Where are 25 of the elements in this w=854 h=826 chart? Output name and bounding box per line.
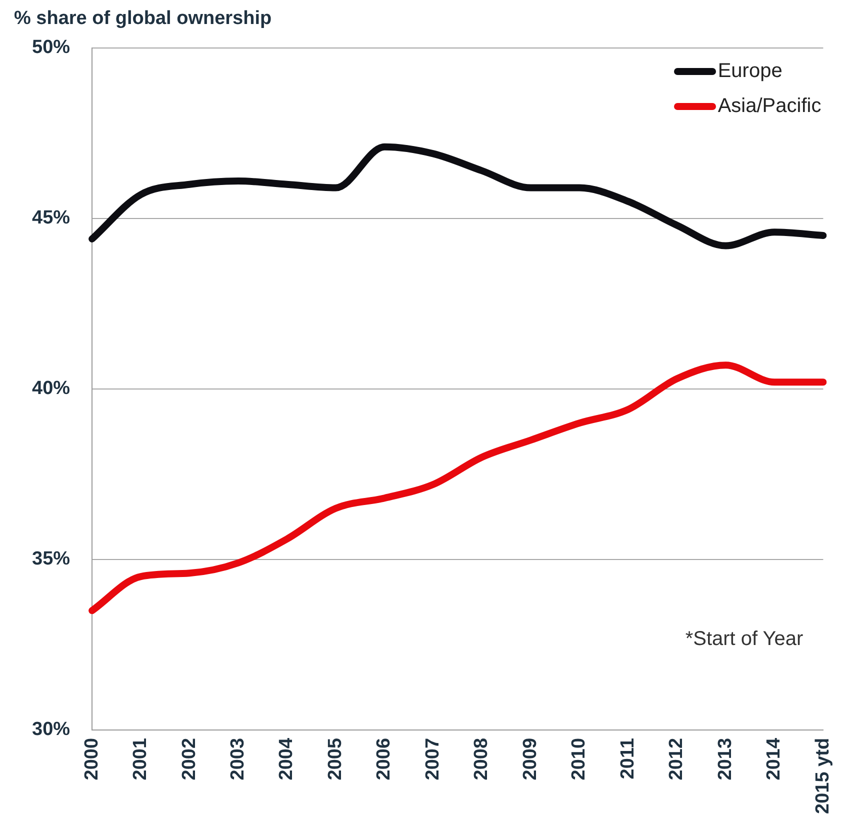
- x-tick-label: 2004: [276, 738, 298, 780]
- y-tick-label: 50%: [32, 37, 70, 58]
- y-tick-label: 40%: [32, 378, 70, 400]
- x-tick-label: 2010: [568, 738, 590, 780]
- x-tick-label: 2003: [227, 738, 248, 780]
- x-tick-label: 2006: [374, 738, 395, 780]
- y-tick-label: 30%: [32, 719, 70, 740]
- x-tick-label: 2013: [714, 738, 736, 780]
- y-tick-label: 35%: [32, 548, 70, 570]
- x-tick-label: 2015 ytd: [812, 738, 834, 814]
- x-tick-label: 2002: [178, 738, 200, 780]
- x-tick-label: 2000: [81, 738, 102, 780]
- x-tick-label: 2001: [130, 738, 152, 780]
- x-tick-label: 2005: [324, 738, 346, 780]
- x-tick-label: 2011: [617, 738, 638, 780]
- x-tick-label: 2008: [471, 738, 492, 780]
- legend-label: Europe: [718, 60, 782, 83]
- x-tick-label: 2014: [764, 738, 785, 780]
- x-tick-label: 2012: [666, 738, 688, 780]
- x-tick-label: 2009: [520, 738, 541, 780]
- y-tick-label: 45%: [32, 208, 70, 229]
- annotation: *Start of Year: [685, 628, 804, 651]
- chart-title: % share of global ownership: [14, 8, 272, 30]
- legend-label: Asia/Pacific: [718, 95, 822, 118]
- x-tick-label: 2007: [422, 738, 444, 780]
